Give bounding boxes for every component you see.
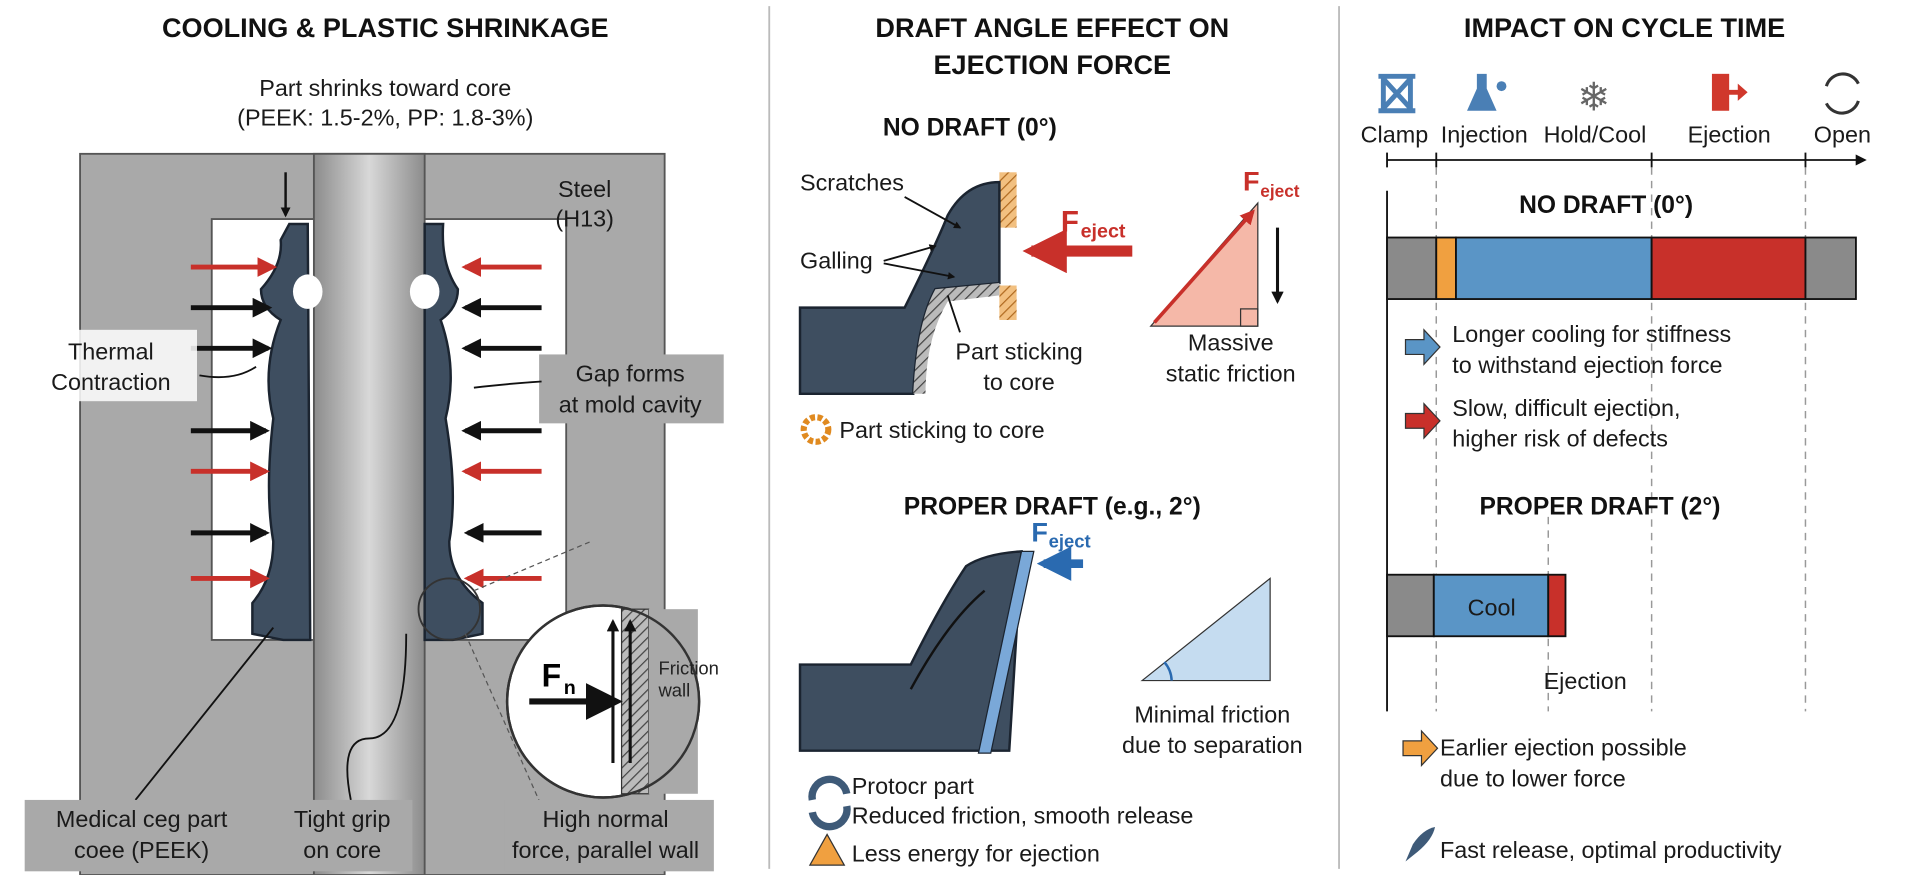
- warning-triangle-icon: [808, 833, 846, 866]
- open-segment: [1804, 236, 1857, 300]
- panel-draft-angle: DRAFT ANGLE EFFECT ON EJECTION FORCE NO …: [798, 12, 1303, 866]
- fast-release-label: Fast release, optimal productivity: [1440, 837, 1782, 863]
- grip-label-2: on core: [303, 837, 381, 863]
- flask-icon: [1467, 73, 1507, 111]
- longer-cooling-label-2: to withstand ejection force: [1452, 352, 1722, 378]
- less-energy-label: Less energy for ejection: [852, 840, 1100, 866]
- no-draft-cycle-bar: [1386, 236, 1857, 300]
- ejection-marker-label: Ejection: [1544, 668, 1627, 694]
- gap-label-2: at mold cavity: [559, 391, 702, 417]
- molded-part-right: [423, 222, 484, 642]
- thermal-label-2: Contraction: [51, 369, 171, 395]
- cool-segment-label: Cool: [1468, 594, 1516, 620]
- core-pin: [312, 152, 426, 875]
- normal-force-caption: High normal: [543, 806, 669, 832]
- medical-part-label: Medical ceg part: [56, 806, 228, 832]
- proper-draft-heading: PROPER DRAFT (e.g., 2°): [904, 493, 1201, 520]
- panel-cooling-shrinkage: COOLING & PLASTIC SHRINKAGE Part shrinks…: [24, 12, 724, 875]
- clamp-segment: [1386, 236, 1438, 300]
- earlier-ejection-label-2: due to lower force: [1440, 765, 1626, 791]
- phase-ejection: Ejection: [1688, 122, 1771, 148]
- phase-clamp: Clamp: [1361, 122, 1429, 148]
- minimal-friction-label-2: due to separation: [1122, 732, 1303, 758]
- normal-force-caption-2: force, parallel wall: [512, 837, 699, 863]
- cooling-segment: [1432, 573, 1550, 638]
- reduced-friction-label: Reduced friction, smooth release: [852, 802, 1194, 828]
- exit-icon: [1711, 73, 1748, 111]
- panel-title: DRAFT ANGLE EFFECT ON: [875, 12, 1229, 43]
- static-friction-label-2: static friction: [1166, 361, 1296, 387]
- cooling-segment: [1455, 236, 1653, 300]
- no-draft-heading: NO DRAFT (0°): [1519, 192, 1693, 219]
- phase-injection: Injection: [1441, 122, 1528, 148]
- normal-force-label: F: [542, 658, 562, 694]
- scratches-label: Scratches: [800, 170, 904, 196]
- eject-force-sub: eject: [1081, 221, 1126, 243]
- injection-segment: [1435, 236, 1457, 300]
- friction-label: Friction: [658, 657, 718, 678]
- steel-grade: (H13): [555, 205, 613, 231]
- steel-label: Steel: [558, 176, 611, 202]
- triangle-force-label: F: [1243, 166, 1260, 197]
- gap-label: Gap forms: [576, 361, 685, 387]
- rocket-icon: [1405, 827, 1436, 862]
- shrink-label: Part shrinks toward core: [259, 75, 511, 101]
- no-draft-heading: NO DRAFT (0°): [883, 114, 1057, 141]
- clamp-icon: [1378, 73, 1416, 114]
- panel-cycle-time: IMPACT ON CYCLE TIME ❄ Clamp Injection H…: [1361, 12, 1871, 863]
- eject-force-label: F: [1061, 205, 1079, 238]
- gear-icon: [800, 414, 832, 445]
- ejection-segment: [1547, 573, 1567, 638]
- snowflake-icon: ❄: [1577, 76, 1610, 120]
- shrink-values: (PEEK: 1.5-2%, PP: 1.8-3%): [237, 105, 533, 131]
- thermal-label: Thermal: [68, 338, 154, 364]
- grip-label: Tight grip: [294, 806, 391, 832]
- ejection-segment: [1650, 236, 1807, 300]
- panel-title-2: EJECTION FORCE: [934, 49, 1172, 80]
- red-arrow-icon: [1404, 402, 1441, 440]
- panel-title: COOLING & PLASTIC SHRINKAGE: [162, 12, 609, 43]
- slow-ejection-label: Slow, difficult ejection,: [1452, 395, 1680, 421]
- triangle-force-sub: eject: [1260, 181, 1300, 201]
- proper-draft-heading: PROPER DRAFT (2°): [1479, 493, 1720, 520]
- orange-arrow-icon: [1402, 729, 1439, 768]
- shrinkage-arrows: [190, 257, 542, 589]
- sticking-note: Part sticking to core: [839, 417, 1044, 443]
- slow-ejection-label-2: higher risk of defects: [1452, 426, 1668, 452]
- magnifier-inset: F n Friction wall: [505, 604, 719, 799]
- refresh-icon: [1824, 72, 1860, 115]
- proper-draft-cycle-bar: [1386, 573, 1567, 638]
- phase-hold-cool: Hold/Cool: [1544, 122, 1647, 148]
- panel-title: IMPACT ON CYCLE TIME: [1464, 12, 1785, 43]
- galling-label: Galling: [800, 247, 873, 273]
- eject-force-label-blue: F: [1031, 516, 1048, 547]
- sticking-label-2: to core: [983, 369, 1054, 395]
- static-friction-label: Massive: [1188, 330, 1274, 356]
- longer-cooling-label: Longer cooling for stiffness: [1452, 321, 1731, 347]
- clamp-segment: [1386, 573, 1435, 638]
- friction-label-2: wall: [657, 680, 690, 701]
- core-wall: [977, 550, 1035, 754]
- earlier-ejection-label: Earlier ejection possible: [1440, 735, 1687, 761]
- protocr-label: Protocr part: [852, 773, 975, 799]
- draft-triangle: [1140, 577, 1271, 682]
- released-part: [798, 550, 1023, 752]
- minimal-friction-label: Minimal friction: [1134, 701, 1290, 727]
- sticking-label: Part sticking: [955, 338, 1082, 364]
- eject-force-sub-blue: eject: [1049, 531, 1091, 552]
- phase-open: Open: [1814, 122, 1871, 148]
- normal-force-sub: n: [564, 677, 576, 699]
- medical-part-label-2: coee (PEEK): [74, 837, 209, 863]
- cycle-icon: [808, 775, 851, 831]
- blue-arrow-icon: [1404, 328, 1441, 366]
